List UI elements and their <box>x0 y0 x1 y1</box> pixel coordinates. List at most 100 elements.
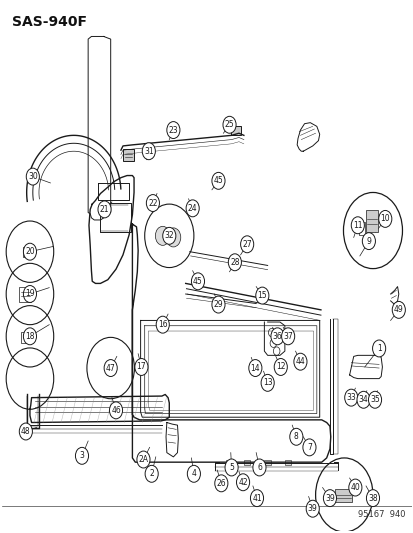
Text: 8: 8 <box>293 432 298 441</box>
Circle shape <box>19 423 32 440</box>
Text: 23: 23 <box>168 126 178 134</box>
Text: 36: 36 <box>272 332 282 341</box>
Circle shape <box>261 374 273 391</box>
Circle shape <box>24 286 36 302</box>
Text: 32: 32 <box>164 231 174 240</box>
Circle shape <box>24 328 36 345</box>
Circle shape <box>302 439 315 456</box>
Text: 47: 47 <box>106 364 115 373</box>
Bar <box>334 489 351 502</box>
Circle shape <box>252 459 266 476</box>
Text: 19: 19 <box>25 289 35 298</box>
Text: 1: 1 <box>376 344 381 353</box>
Text: 6: 6 <box>256 463 261 472</box>
Circle shape <box>135 359 147 375</box>
Circle shape <box>372 340 385 357</box>
Circle shape <box>293 353 306 370</box>
Bar <box>230 126 240 135</box>
Circle shape <box>248 360 261 376</box>
Text: 3: 3 <box>79 451 84 461</box>
Circle shape <box>306 500 318 517</box>
Bar <box>123 149 134 161</box>
Bar <box>365 210 377 232</box>
Circle shape <box>187 465 200 482</box>
Text: 49: 49 <box>393 305 403 314</box>
Circle shape <box>26 168 39 185</box>
Text: 46: 46 <box>111 406 121 415</box>
Text: 48: 48 <box>21 427 31 436</box>
Circle shape <box>98 201 111 218</box>
Text: 13: 13 <box>262 378 272 387</box>
Bar <box>243 459 250 465</box>
Circle shape <box>223 116 235 133</box>
Text: 39: 39 <box>307 504 317 513</box>
Text: 45: 45 <box>213 176 223 185</box>
Text: 30: 30 <box>28 172 38 181</box>
Circle shape <box>368 391 381 408</box>
Circle shape <box>270 328 283 345</box>
Text: 24: 24 <box>188 204 197 213</box>
Text: 28: 28 <box>230 258 239 267</box>
Text: 25: 25 <box>224 120 234 130</box>
Circle shape <box>361 233 375 249</box>
Text: 39: 39 <box>324 494 334 503</box>
Circle shape <box>156 316 169 333</box>
Bar <box>23 247 29 257</box>
Circle shape <box>378 211 391 228</box>
Circle shape <box>240 236 253 253</box>
Text: 45: 45 <box>192 277 202 286</box>
Text: 9: 9 <box>366 237 370 246</box>
Text: 15: 15 <box>257 291 266 300</box>
Circle shape <box>211 296 225 313</box>
Text: 10: 10 <box>380 214 389 223</box>
Bar <box>264 459 270 465</box>
Circle shape <box>281 328 294 345</box>
Text: SAS-940F: SAS-940F <box>12 15 87 29</box>
Text: 20: 20 <box>25 247 35 256</box>
Circle shape <box>255 287 268 304</box>
Text: 27: 27 <box>242 240 252 249</box>
Circle shape <box>162 228 176 244</box>
Text: 44: 44 <box>295 357 304 366</box>
Bar <box>284 459 291 465</box>
Circle shape <box>146 195 159 212</box>
Circle shape <box>24 243 36 260</box>
Bar <box>358 222 364 235</box>
Circle shape <box>289 429 302 445</box>
Circle shape <box>225 459 237 476</box>
Circle shape <box>109 402 122 419</box>
Circle shape <box>323 490 336 506</box>
Circle shape <box>236 474 249 491</box>
Text: 7: 7 <box>306 443 311 452</box>
Circle shape <box>155 227 170 245</box>
Text: 95167  940: 95167 940 <box>357 510 405 519</box>
Circle shape <box>191 273 204 290</box>
Text: 4: 4 <box>191 469 196 478</box>
Text: 12: 12 <box>275 362 285 372</box>
Circle shape <box>350 217 363 233</box>
Text: 21: 21 <box>100 205 109 214</box>
Text: 16: 16 <box>157 320 167 329</box>
Bar <box>226 459 232 465</box>
Text: 31: 31 <box>144 147 153 156</box>
Circle shape <box>356 391 369 408</box>
Circle shape <box>344 389 357 406</box>
Bar <box>21 332 28 343</box>
Text: 2A: 2A <box>138 455 148 464</box>
Text: 38: 38 <box>367 494 377 503</box>
Bar <box>19 287 31 302</box>
Circle shape <box>137 451 150 468</box>
Text: 17: 17 <box>136 362 146 372</box>
Circle shape <box>166 228 180 247</box>
Text: 11: 11 <box>352 221 362 230</box>
Text: 29: 29 <box>213 300 223 309</box>
Text: 35: 35 <box>369 395 379 404</box>
Text: 5: 5 <box>229 463 233 472</box>
Text: 2: 2 <box>149 469 154 478</box>
Text: 42: 42 <box>237 478 247 487</box>
Circle shape <box>211 172 225 189</box>
Circle shape <box>142 143 155 160</box>
Text: 33: 33 <box>346 393 355 402</box>
Circle shape <box>366 490 379 506</box>
Circle shape <box>186 200 199 217</box>
